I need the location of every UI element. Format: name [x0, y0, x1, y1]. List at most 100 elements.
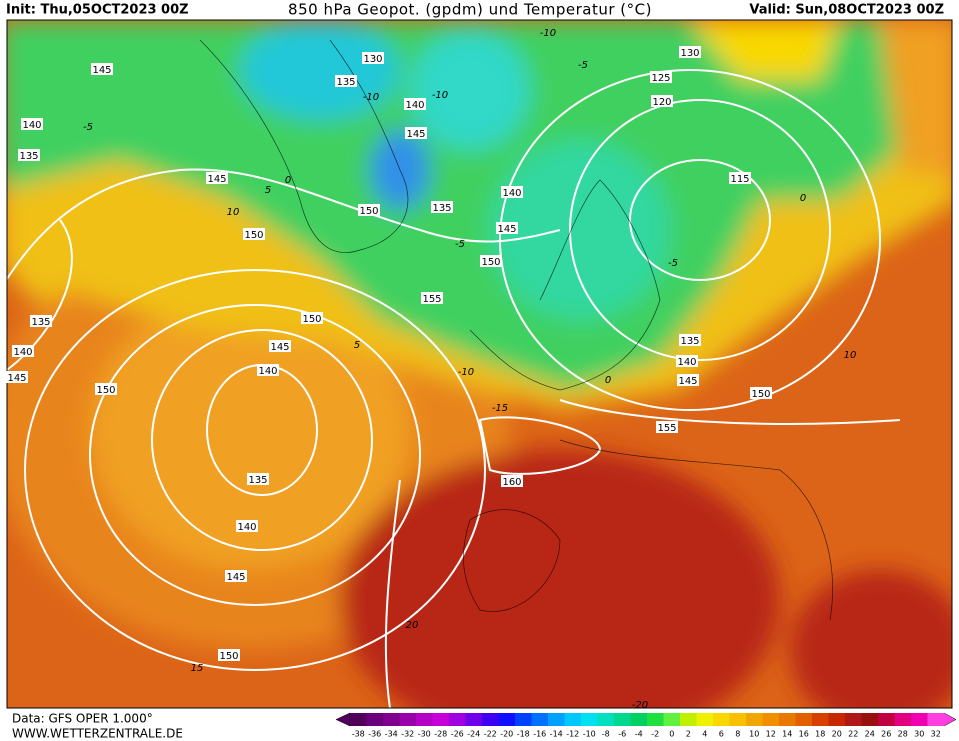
- geopotential-label: 150: [481, 257, 500, 268]
- colorbar-swatch: [861, 713, 879, 726]
- colorbar-swatch: [399, 713, 417, 726]
- colorbar-swatch: [465, 713, 483, 726]
- colorbar-label: 22: [848, 730, 858, 739]
- geopotential-label-box: [243, 228, 265, 240]
- geopotential-label-box: [750, 387, 772, 399]
- colorbar-label: -12: [566, 730, 579, 739]
- colorbar-label: -8: [602, 730, 610, 739]
- geopotential-label-box: [91, 63, 113, 75]
- colorbar-label: -10: [583, 730, 596, 739]
- geopotential-label-box: [12, 345, 34, 357]
- temperature-label: 0: [605, 375, 611, 386]
- colorbar-label: 10: [749, 730, 759, 739]
- colorbar-label: -4: [635, 730, 643, 739]
- temperature-label: 5: [265, 185, 271, 196]
- colorbar-swatch: [828, 713, 846, 726]
- colorbar-label: -30: [418, 730, 431, 739]
- colorbar-swatch: [845, 713, 862, 726]
- temperature-label: -10: [432, 90, 448, 101]
- geopotential-label-box: [729, 172, 751, 184]
- colorbar-label: 26: [881, 730, 891, 739]
- colorbar-swatch: [779, 713, 796, 726]
- geopotential-label-box: [247, 473, 269, 485]
- colorbar-label: -14: [550, 730, 563, 739]
- colorbar-label: 24: [865, 730, 875, 739]
- temperature-label: 0: [800, 193, 806, 204]
- colorbar-label: -38: [352, 730, 365, 739]
- colorbar-swatch: [366, 713, 384, 726]
- geopotential-label: 140: [258, 366, 277, 377]
- geopotential-label-box: [257, 364, 279, 376]
- temperature-label: 15: [191, 663, 204, 674]
- geopotential-label-box: [358, 204, 380, 216]
- map-area: [7, 20, 952, 708]
- geopotential-label-box: [362, 52, 384, 64]
- colorbar-swatch: [416, 713, 433, 726]
- colorbar-label: 6: [719, 730, 724, 739]
- temperature-label: -15: [492, 403, 508, 414]
- colorbar-label: -16: [533, 730, 546, 739]
- geopotential-label: 155: [422, 294, 441, 305]
- geopotential-label-box: [30, 315, 52, 327]
- geopotential-label: 150: [219, 651, 238, 662]
- colorbar-label: 20: [832, 730, 842, 739]
- colorbar-swatch: [482, 713, 499, 726]
- colorbar-swatch: [498, 713, 516, 726]
- temperature-label: -10: [363, 92, 379, 103]
- geopotential-label: 150: [751, 389, 770, 400]
- geopotential-label: 140: [237, 522, 256, 533]
- geopotential-label: 135: [432, 203, 451, 214]
- data-source: Data: GFS OPER 1.000°: [12, 712, 153, 726]
- temperature-label: 0: [285, 175, 291, 186]
- geopotential-label: 140: [502, 188, 521, 199]
- geopotential-label: 140: [22, 120, 41, 131]
- colorbar-label: 4: [702, 730, 707, 739]
- coastlines: [199, 39, 833, 621]
- geopotential-label-box: [405, 127, 427, 139]
- temperature-label: -10: [458, 367, 474, 378]
- colorbar-label: -26: [451, 730, 464, 739]
- colorbar-swatch: [927, 713, 945, 726]
- colorbar-label: -32: [401, 730, 414, 739]
- geopotential-label: 145: [226, 572, 245, 583]
- geopotential-label-box: [225, 570, 247, 582]
- valid-time: Valid: Sun,08OCT2023 00Z: [749, 3, 944, 18]
- geopotential-label: 120: [652, 97, 671, 108]
- geopotential-label: 145: [92, 65, 111, 76]
- geopotential-label-box: [236, 520, 258, 532]
- geopotential-label-box: [6, 371, 28, 383]
- colorbar-label: 32: [931, 730, 941, 739]
- geopotential-label-box: [206, 172, 228, 184]
- geopotential-label: 145: [497, 224, 516, 235]
- colorbar-label: -36: [368, 730, 381, 739]
- geopotential-label: 135: [19, 151, 38, 162]
- temperature-label: -5: [83, 122, 93, 133]
- colorbar-label: 0: [669, 730, 674, 739]
- colorbar-label: 14: [782, 730, 792, 739]
- geopotential-label: 145: [270, 342, 289, 353]
- colorbar-swatch: [449, 713, 466, 726]
- geopotential-label: 150: [96, 385, 115, 396]
- geopotential-label: 145: [207, 174, 226, 185]
- geopotential-label: 135: [248, 475, 267, 486]
- geopotential-contours: [7, 69, 901, 708]
- geopotential-label-box: [676, 355, 698, 367]
- temperature-label: -10: [540, 28, 556, 39]
- colorbar-label: -2: [651, 730, 659, 739]
- temperature-label: -20: [632, 700, 648, 711]
- geopotential-label: 150: [359, 206, 378, 217]
- geopotential-label: 150: [302, 314, 321, 325]
- colorbar-swatch: [597, 713, 615, 726]
- map-labels: 145 130 135 130 125 120 140 140 145 135 145 115 140 1…: [6, 28, 856, 711]
- geopotential-label: 140: [13, 347, 32, 358]
- site-url: WWW.WETTERZENTRALE.DE: [12, 727, 183, 741]
- colorbar-swatch: [564, 713, 582, 726]
- geopotential-label-box: [651, 95, 673, 107]
- colorbar-swatch: [432, 713, 450, 726]
- colorbar-swatch: [894, 713, 912, 726]
- colorbar-swatch: [383, 713, 400, 726]
- geopotential-label-box: [18, 149, 40, 161]
- geopotential-label: 135: [680, 336, 699, 347]
- colorbar-swatch: [614, 713, 631, 726]
